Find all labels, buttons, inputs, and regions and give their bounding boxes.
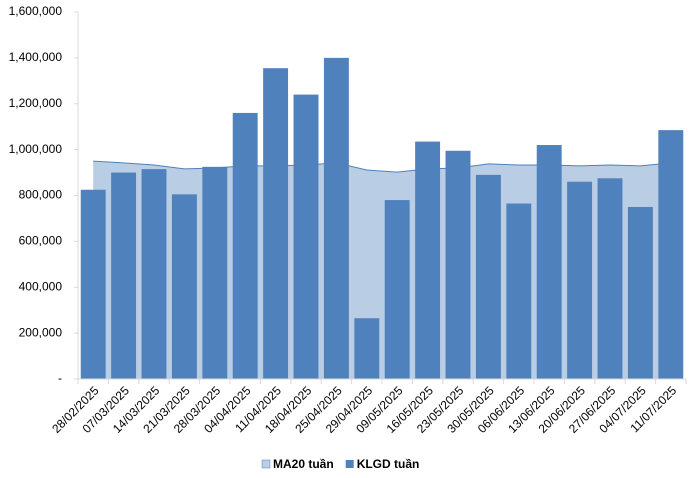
legend-swatch: [261, 459, 271, 469]
bar: [445, 150, 471, 379]
y-tick-label: 1,600,000: [9, 4, 63, 18]
bar: [323, 57, 349, 379]
bar: [80, 189, 106, 379]
area-line: [93, 160, 671, 173]
bar: [597, 178, 623, 379]
bar: [506, 203, 532, 379]
bar: [384, 200, 410, 379]
bar: [232, 112, 258, 380]
legend-label: MA20 tuần: [273, 457, 334, 471]
bar: [567, 181, 593, 379]
bar: [354, 318, 380, 379]
bar: [627, 206, 653, 379]
legend: MA20 tuần KLGD tuần: [261, 457, 420, 471]
bar: [202, 166, 228, 379]
bar: [263, 68, 289, 380]
bar: [536, 145, 562, 379]
legend-swatch: [345, 460, 354, 468]
bar: [293, 94, 319, 379]
bar: [171, 194, 197, 379]
y-tick-label: 200,000: [19, 325, 63, 339]
bar: [111, 172, 137, 379]
y-tick-label: 600,000: [19, 234, 63, 248]
bar: [141, 169, 167, 379]
y-tick-label: 1,400,000: [9, 50, 63, 64]
y-tick-label: -: [58, 371, 62, 385]
bar: [475, 174, 501, 379]
legend-label: KLGD tuần: [357, 457, 420, 471]
y-tick-label: 1,000,000: [9, 142, 63, 156]
bar: [415, 141, 441, 379]
y-tick-label: 1,200,000: [9, 96, 63, 110]
y-tick-label: 400,000: [19, 279, 63, 293]
bar: [658, 130, 684, 379]
y-tick-label: 800,000: [19, 188, 63, 202]
